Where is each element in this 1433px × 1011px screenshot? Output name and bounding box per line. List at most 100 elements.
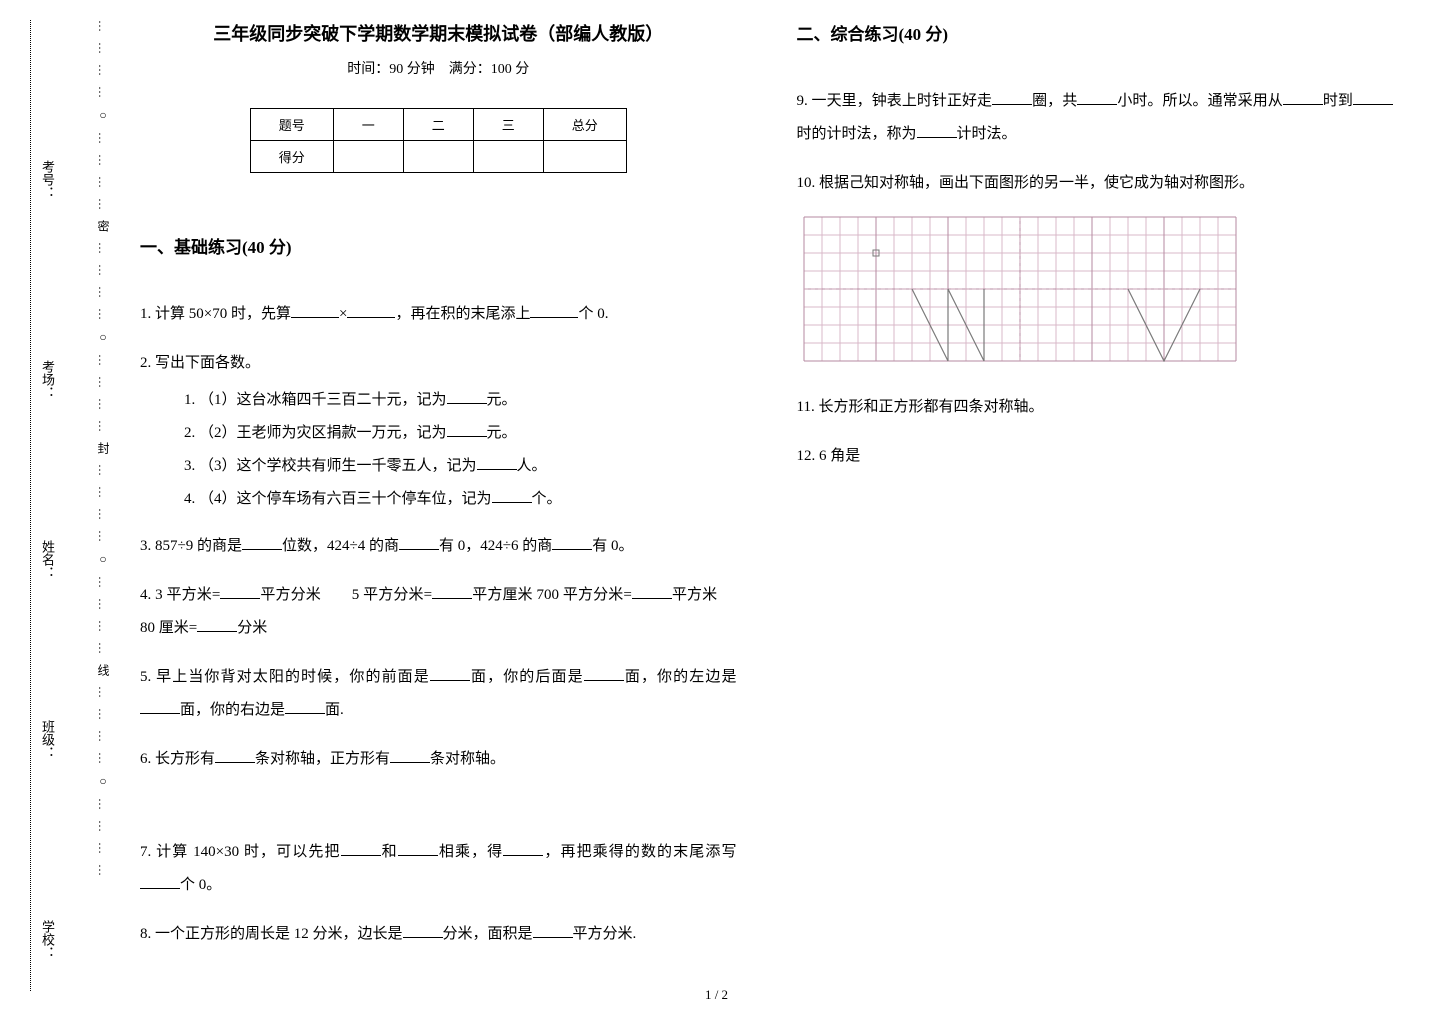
q1-c: ，再在积的末尾添上 xyxy=(395,306,530,322)
blank xyxy=(447,389,487,404)
th-total: 总分 xyxy=(543,109,626,141)
item-a: （4）这个停车场有六百三十个停车位，记为 xyxy=(199,491,492,507)
label-room: 考场： xyxy=(38,360,57,399)
q6-b: 条对称轴，正方形有 xyxy=(255,751,390,767)
q7-c: 相乘，得 xyxy=(438,844,504,860)
td-blank xyxy=(333,141,403,173)
q7-a: 7. 计算 140×30 时，可以先把 xyxy=(140,844,341,860)
blank xyxy=(403,923,443,938)
label-school: 学校： xyxy=(38,920,57,959)
blank xyxy=(917,123,957,138)
item-b: 个。 xyxy=(532,491,562,507)
q9-f: 计时法。 xyxy=(957,126,1017,142)
q3-a: 3. 857÷9 的商是 xyxy=(140,538,242,554)
q10: 10. 根据己知对称轴，画出下面图形的另一半，使它成为轴对称图形。 xyxy=(797,167,1394,200)
blank xyxy=(447,422,487,437)
item-n: 3. xyxy=(184,458,199,474)
binding-margin: …………○…………密…………○…………封…………○…………线…………○………… … xyxy=(0,0,120,1011)
table-row: 题号 一 二 三 总分 xyxy=(250,109,626,141)
q12: 12. 6 角是 xyxy=(797,440,1394,473)
item-b: 人。 xyxy=(517,458,547,474)
q6: 6. 长方形有条对称轴，正方形有条对称轴。 xyxy=(140,743,737,776)
q4-g: 分米 xyxy=(237,620,267,636)
q2-label: 2. 写出下面各数。 xyxy=(140,347,737,380)
q8-a: 8. 一个正方形的周长是 12 分米，边长是 xyxy=(140,926,403,942)
item-b: 元。 xyxy=(487,425,517,441)
blank xyxy=(584,666,624,681)
q4-c: 5 平方分米= xyxy=(352,587,432,603)
q9-d: 时到 xyxy=(1323,93,1353,109)
symmetry-grid-figure xyxy=(803,216,1394,367)
q1-d: 个 0. xyxy=(578,306,608,322)
blank xyxy=(390,748,430,763)
q8: 8. 一个正方形的周长是 12 分米，边长是 分米，面积是 平方分米. xyxy=(140,918,737,951)
item-n: 2. xyxy=(184,425,199,441)
q9-e: 时的计时法，称为 xyxy=(797,126,917,142)
q7: 7. 计算 140×30 时，可以先把和相乘，得，再把乘得的数的末尾添写个 0。 xyxy=(140,836,737,902)
q5-a: 5. 早上当你背对太阳的时候，你的前面是 xyxy=(140,669,430,685)
blank xyxy=(215,748,255,763)
q7-e: 个 0。 xyxy=(180,877,221,893)
blank xyxy=(285,699,325,714)
label-exam-no: 考号： xyxy=(38,160,57,199)
td-blank xyxy=(543,141,626,173)
blank xyxy=(347,303,395,318)
q3-c: 有 0，424÷6 的商 xyxy=(439,538,552,554)
item-n: 4. xyxy=(184,491,199,507)
section1-header: 一、基础练习(40 分) xyxy=(140,233,737,258)
list-item: 3. （3）这个学校共有师生一千零五人，记为人。 xyxy=(184,450,737,483)
table-row: 得分 xyxy=(250,141,626,173)
q9: 9. 一天里，钟表上时针正好走圈，共小时。所以。通常采用从时到时的计时法，称为计… xyxy=(797,85,1394,151)
list-item: 2. （2）王老师为灾区捐款一万元，记为 元。 xyxy=(184,417,737,450)
blank xyxy=(398,841,438,856)
page-number: 1 / 2 xyxy=(705,987,728,1003)
q9-b: 圈，共 xyxy=(1032,93,1077,109)
item-n: 1. xyxy=(184,392,199,408)
exam-title: 三年级同步突破下学期数学期末模拟试卷（部编人教版） xyxy=(140,20,737,46)
blank xyxy=(432,584,472,599)
q9-c: 小时。所以。通常采用从 xyxy=(1117,93,1283,109)
blank xyxy=(140,874,180,889)
blank xyxy=(492,488,532,503)
q4-b: 平方分米 xyxy=(260,587,321,603)
q1: 1. 计算 50×70 时，先算×，再在积的末尾添上个 0. xyxy=(140,298,737,331)
score-table: 题号 一 二 三 总分 得分 xyxy=(250,108,627,173)
q5-d: 面，你的右边是 xyxy=(180,702,285,718)
page-body: 三年级同步突破下学期数学期末模拟试卷（部编人教版） 时间：90 分钟 满分：10… xyxy=(140,20,1393,981)
blank xyxy=(992,90,1032,105)
blank xyxy=(552,535,592,550)
q5: 5. 早上当你背对太阳的时候，你的前面是面，你的后面是面，你的左边是面，你的右边… xyxy=(140,661,737,727)
blank xyxy=(430,666,470,681)
q8-b: 分米，面积是 xyxy=(443,926,533,942)
q3: 3. 857÷9 的商是位数，424÷4 的商有 0，424÷6 的商有 0。 xyxy=(140,530,737,563)
td-label: 得分 xyxy=(250,141,333,173)
q4-f: 80 厘米= xyxy=(140,620,197,636)
q8-c: 平方分米. xyxy=(573,926,637,942)
list-item: 1. （1）这台冰箱四千三百二十元，记为元。 xyxy=(184,384,737,417)
outer-dotted-line xyxy=(30,20,31,991)
q6-a: 6. 长方形有 xyxy=(140,751,215,767)
q11: 11. 长方形和正方形都有四条对称轴。 xyxy=(797,391,1394,424)
label-class: 班级： xyxy=(38,720,57,759)
blank xyxy=(399,535,439,550)
q5-e: 面. xyxy=(325,702,344,718)
blank xyxy=(291,303,339,318)
item-a: （1）这台冰箱四千三百二十元，记为 xyxy=(199,392,447,408)
blank xyxy=(477,455,517,470)
q5-b: 面，你的后面是 xyxy=(470,669,584,685)
blank xyxy=(533,923,573,938)
list-item: 4. （4）这个停车场有六百三十个停车位，记为 个。 xyxy=(184,483,737,516)
td-blank xyxy=(403,141,473,173)
q4-d: 平方厘米 700 平方分米= xyxy=(472,587,632,603)
q4-a: 4. 3 平方米= xyxy=(140,587,220,603)
blank xyxy=(197,617,237,632)
label-name: 姓名： xyxy=(38,540,57,579)
th-1: 一 xyxy=(333,109,403,141)
blank xyxy=(242,535,282,550)
th-2: 二 xyxy=(403,109,473,141)
q3-d: 有 0。 xyxy=(592,538,633,554)
q1-b: × xyxy=(339,306,347,322)
seal-line-text: …………○…………密…………○…………封…………○…………线…………○………… xyxy=(95,20,112,991)
blank xyxy=(503,841,543,856)
item-a: （2）王老师为灾区捐款一万元，记为 xyxy=(199,425,447,441)
